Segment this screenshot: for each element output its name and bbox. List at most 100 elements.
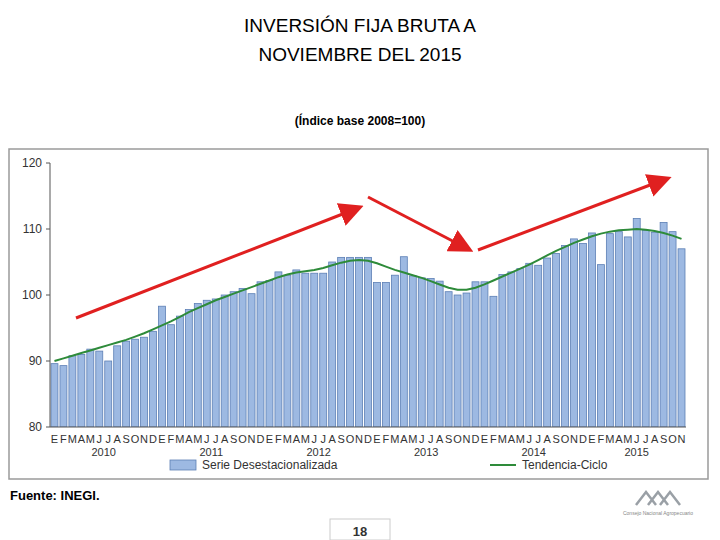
bar	[418, 278, 425, 427]
x-tick-label: S	[445, 433, 452, 445]
page-number: 18	[353, 524, 367, 539]
y-tick-label: 120	[22, 156, 42, 170]
year-label: 2010	[92, 446, 116, 458]
logo	[636, 492, 680, 505]
bar	[463, 293, 470, 427]
x-tick-label: N	[248, 433, 256, 445]
trend-arrow	[478, 179, 666, 250]
legend-label: Tendencia-Ciclo	[522, 458, 608, 472]
bar	[114, 346, 121, 427]
x-tick-label: E	[51, 433, 58, 445]
bar	[508, 272, 515, 427]
bar	[176, 316, 183, 427]
x-tick-label: J	[526, 433, 532, 445]
x-tick-label: N	[463, 433, 471, 445]
x-tick-label: F	[168, 433, 175, 445]
x-tick-label: J	[419, 433, 425, 445]
bar	[302, 273, 309, 427]
trend-arrow	[368, 197, 468, 249]
bar	[633, 218, 640, 427]
bar	[194, 304, 201, 427]
x-axis	[50, 427, 686, 428]
bar	[284, 275, 291, 427]
chart-frame	[9, 149, 708, 479]
y-axis	[50, 163, 51, 427]
bar	[248, 294, 255, 427]
bar	[606, 234, 613, 427]
title-line: INVERSIÓN FIJA BRUTA A	[244, 15, 476, 36]
bar	[293, 270, 300, 427]
x-tick-label: O	[453, 433, 462, 445]
bar	[660, 222, 667, 427]
year-label: 2014	[521, 446, 545, 458]
x-tick-label: M	[498, 433, 507, 445]
x-tick-label: J	[213, 433, 219, 445]
bar	[257, 282, 264, 427]
x-tick-label: E	[481, 433, 488, 445]
y-tick-label: 100	[22, 288, 42, 302]
bar	[454, 295, 461, 427]
x-tick-label: A	[543, 433, 551, 445]
bar	[409, 276, 416, 427]
bar	[275, 272, 282, 427]
x-tick-label: M	[86, 433, 95, 445]
x-tick-label: E	[588, 433, 595, 445]
x-tick-label: A	[651, 433, 659, 445]
x-tick-label: F	[598, 433, 605, 445]
x-tick-label: A	[293, 433, 301, 445]
x-tick-label: N	[355, 433, 363, 445]
x-tick-label: M	[68, 433, 77, 445]
y-tick-label: 80	[29, 420, 43, 434]
bar	[132, 339, 139, 427]
x-tick-label: E	[373, 433, 380, 445]
y-tick-label: 90	[29, 354, 43, 368]
x-tick-label: O	[561, 433, 570, 445]
bar	[544, 258, 551, 427]
x-tick-label: A	[78, 433, 86, 445]
bar	[588, 233, 595, 427]
x-tick-label: N	[678, 433, 686, 445]
x-tick-label: J	[428, 433, 434, 445]
bar	[651, 232, 658, 427]
x-tick-label: M	[605, 433, 614, 445]
bar	[535, 265, 542, 427]
bar	[615, 232, 622, 427]
x-tick-label: O	[346, 433, 355, 445]
logo-text: Consejo Nacional Agropecuario	[623, 510, 693, 516]
bar	[212, 299, 219, 427]
trend-line	[54, 229, 681, 361]
x-tick-label: O	[131, 433, 140, 445]
x-tick-label: J	[535, 433, 541, 445]
bar	[490, 296, 497, 427]
x-tick-label: J	[320, 433, 326, 445]
y-tick	[46, 427, 50, 428]
bar	[320, 273, 327, 427]
bar	[571, 239, 578, 427]
x-tick-label: O	[668, 433, 677, 445]
bar	[445, 292, 452, 427]
x-tick-label: S	[660, 433, 667, 445]
x-tick-label: J	[312, 433, 318, 445]
x-tick-label: S	[230, 433, 237, 445]
trend-arrow	[76, 208, 358, 318]
y-tick	[46, 163, 50, 164]
bar	[678, 249, 685, 427]
x-tick-label: J	[105, 433, 111, 445]
x-tick-label: J	[204, 433, 210, 445]
legend-item: Serie Desestacionalizada	[170, 458, 338, 472]
bar	[382, 282, 389, 427]
bar	[580, 244, 587, 427]
x-tick-label: A	[436, 433, 444, 445]
x-tick-label: J	[643, 433, 649, 445]
source: Fuente: INEGI.	[10, 488, 100, 503]
bar	[400, 257, 407, 427]
bar	[624, 237, 631, 427]
y-tick	[46, 295, 50, 296]
bar	[436, 281, 443, 427]
bar	[553, 253, 560, 427]
bar	[338, 257, 345, 427]
bar	[87, 349, 94, 427]
bar	[329, 262, 336, 427]
x-tick-label: M	[390, 433, 399, 445]
x-tick-label: M	[408, 433, 417, 445]
